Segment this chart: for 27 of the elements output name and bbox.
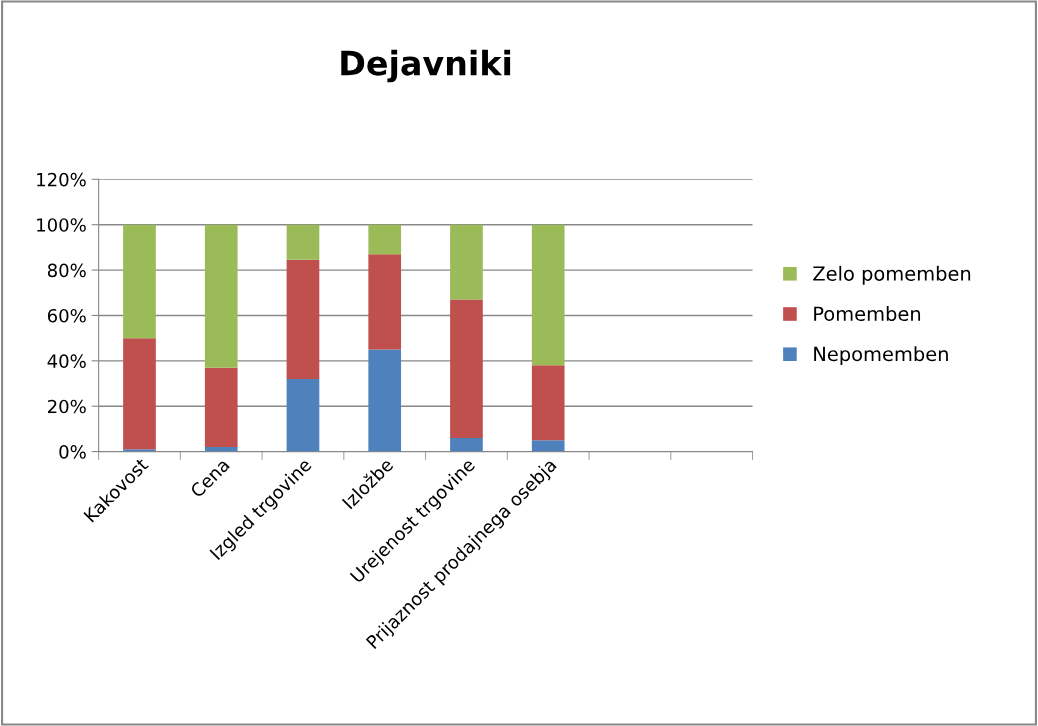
bar xyxy=(368,224,402,255)
bar xyxy=(450,299,483,438)
bar xyxy=(531,224,565,366)
y-tick-label: 20% xyxy=(48,399,86,414)
chart-title: Dejavniki xyxy=(341,49,511,83)
y-tick-label: 120% xyxy=(37,172,86,187)
bar xyxy=(286,259,320,379)
bar xyxy=(450,224,483,300)
bar xyxy=(123,338,156,450)
bar xyxy=(368,349,402,452)
y-tick-label: 40% xyxy=(47,354,86,368)
y-tick-label: 60% xyxy=(47,308,86,323)
legend-label: Pomemben xyxy=(814,306,921,322)
y-tick-label: 100% xyxy=(37,218,86,232)
bar xyxy=(204,367,238,448)
bar xyxy=(450,437,483,452)
y-tick-label: 80% xyxy=(47,263,86,278)
y-tick-label: 0% xyxy=(59,445,86,459)
legend-label: Zelo pomemben xyxy=(813,265,971,285)
bar xyxy=(123,224,156,339)
bar xyxy=(204,224,238,368)
bar xyxy=(286,378,320,452)
bar xyxy=(531,440,565,452)
bar xyxy=(286,224,320,260)
bar xyxy=(368,254,402,350)
legend-label: Nepomemben xyxy=(814,346,948,366)
bar xyxy=(531,365,565,441)
